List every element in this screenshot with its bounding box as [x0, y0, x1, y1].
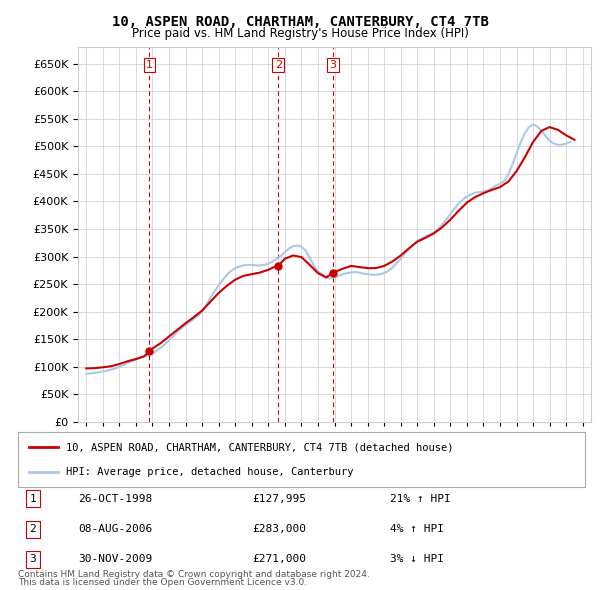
Text: Price paid vs. HM Land Registry's House Price Index (HPI): Price paid vs. HM Land Registry's House … [131, 27, 469, 40]
Text: 08-AUG-2006: 08-AUG-2006 [78, 525, 152, 534]
Text: 3% ↓ HPI: 3% ↓ HPI [390, 555, 444, 564]
Text: 1: 1 [29, 494, 37, 503]
Text: 21% ↑ HPI: 21% ↑ HPI [390, 494, 451, 503]
Text: This data is licensed under the Open Government Licence v3.0.: This data is licensed under the Open Gov… [18, 578, 307, 587]
Text: HPI: Average price, detached house, Canterbury: HPI: Average price, detached house, Cant… [66, 467, 353, 477]
Text: £127,995: £127,995 [252, 494, 306, 503]
Text: 3: 3 [329, 60, 337, 70]
Text: 4% ↑ HPI: 4% ↑ HPI [390, 525, 444, 534]
Text: Contains HM Land Registry data © Crown copyright and database right 2024.: Contains HM Land Registry data © Crown c… [18, 571, 370, 579]
Text: 26-OCT-1998: 26-OCT-1998 [78, 494, 152, 503]
Point [145, 346, 154, 356]
Text: 3: 3 [29, 555, 37, 564]
Text: 1: 1 [146, 60, 153, 70]
Text: £283,000: £283,000 [252, 525, 306, 534]
Text: 30-NOV-2009: 30-NOV-2009 [78, 555, 152, 564]
Point [328, 268, 338, 277]
Text: 2: 2 [29, 525, 37, 534]
Text: 10, ASPEN ROAD, CHARTHAM, CANTERBURY, CT4 7TB (detached house): 10, ASPEN ROAD, CHARTHAM, CANTERBURY, CT… [66, 442, 454, 452]
Point [274, 261, 283, 271]
Text: 2: 2 [275, 60, 282, 70]
Text: £271,000: £271,000 [252, 555, 306, 564]
Text: 10, ASPEN ROAD, CHARTHAM, CANTERBURY, CT4 7TB: 10, ASPEN ROAD, CHARTHAM, CANTERBURY, CT… [112, 15, 488, 29]
